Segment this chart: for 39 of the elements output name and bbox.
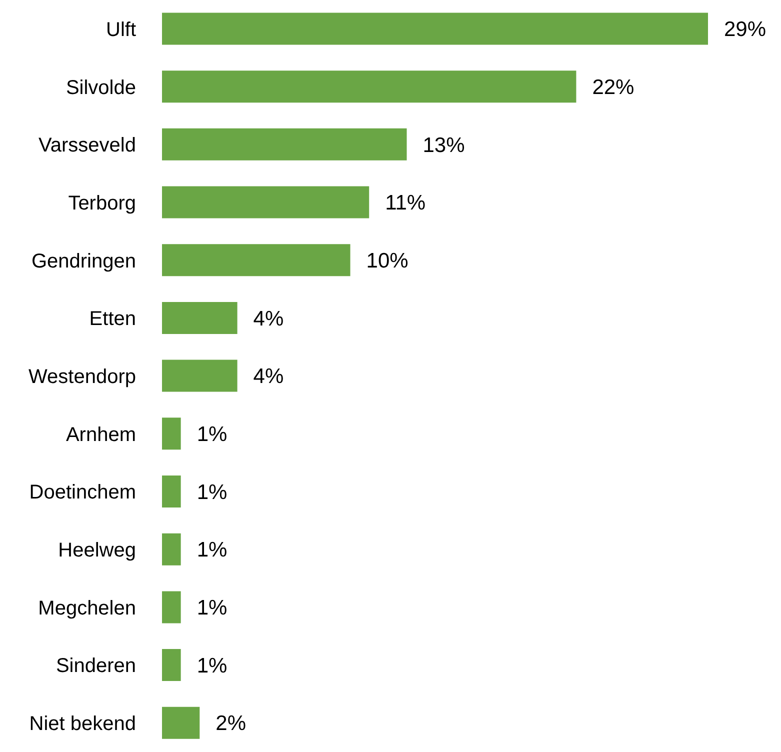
- bar: [162, 302, 238, 334]
- y-tick-label: Ulft: [106, 18, 136, 41]
- bar: [162, 475, 181, 508]
- y-tick-label: Etten: [89, 308, 136, 330]
- bar: [162, 70, 576, 103]
- data-label: 2%: [216, 712, 246, 736]
- y-tick-label: Varsseveld: [38, 134, 136, 157]
- y-tick-label: Doetinchem: [29, 482, 136, 504]
- data-label: 1%: [196, 423, 228, 446]
- data-label: 29%: [724, 18, 766, 42]
- bar: [162, 591, 181, 624]
- data-label: 13%: [422, 134, 465, 157]
- data-label: 4%: [253, 365, 284, 388]
- bar: [162, 128, 407, 160]
- y-tick-label: Terborg: [68, 192, 136, 214]
- data-label: 1%: [196, 538, 228, 562]
- data-label: 10%: [366, 249, 408, 272]
- y-tick-label: Niet bekend: [29, 713, 136, 736]
- data-label: 1%: [196, 480, 228, 504]
- y-tick-label: Sinderen: [56, 655, 136, 678]
- y-tick-label: Megchelen: [38, 597, 136, 620]
- bar: [162, 706, 200, 739]
- data-label: 11%: [385, 192, 426, 215]
- bar: [162, 418, 181, 450]
- y-tick-label: Silvolde: [66, 76, 136, 99]
- bar: [162, 244, 350, 276]
- bar: [162, 186, 370, 218]
- bar: [162, 360, 238, 392]
- data-label: 1%: [196, 596, 228, 620]
- bar: [162, 12, 708, 45]
- y-tick-label: Westendorp: [28, 366, 136, 388]
- y-tick-label: Heelweg: [58, 540, 136, 562]
- y-tick-label: Gendringen: [31, 250, 136, 272]
- bar: [162, 533, 181, 566]
- data-label: 4%: [253, 307, 284, 330]
- y-tick-label: Arnhem: [66, 424, 136, 446]
- bar: [162, 649, 181, 682]
- data-label: 22%: [592, 76, 634, 99]
- data-label: 1%: [196, 654, 228, 678]
